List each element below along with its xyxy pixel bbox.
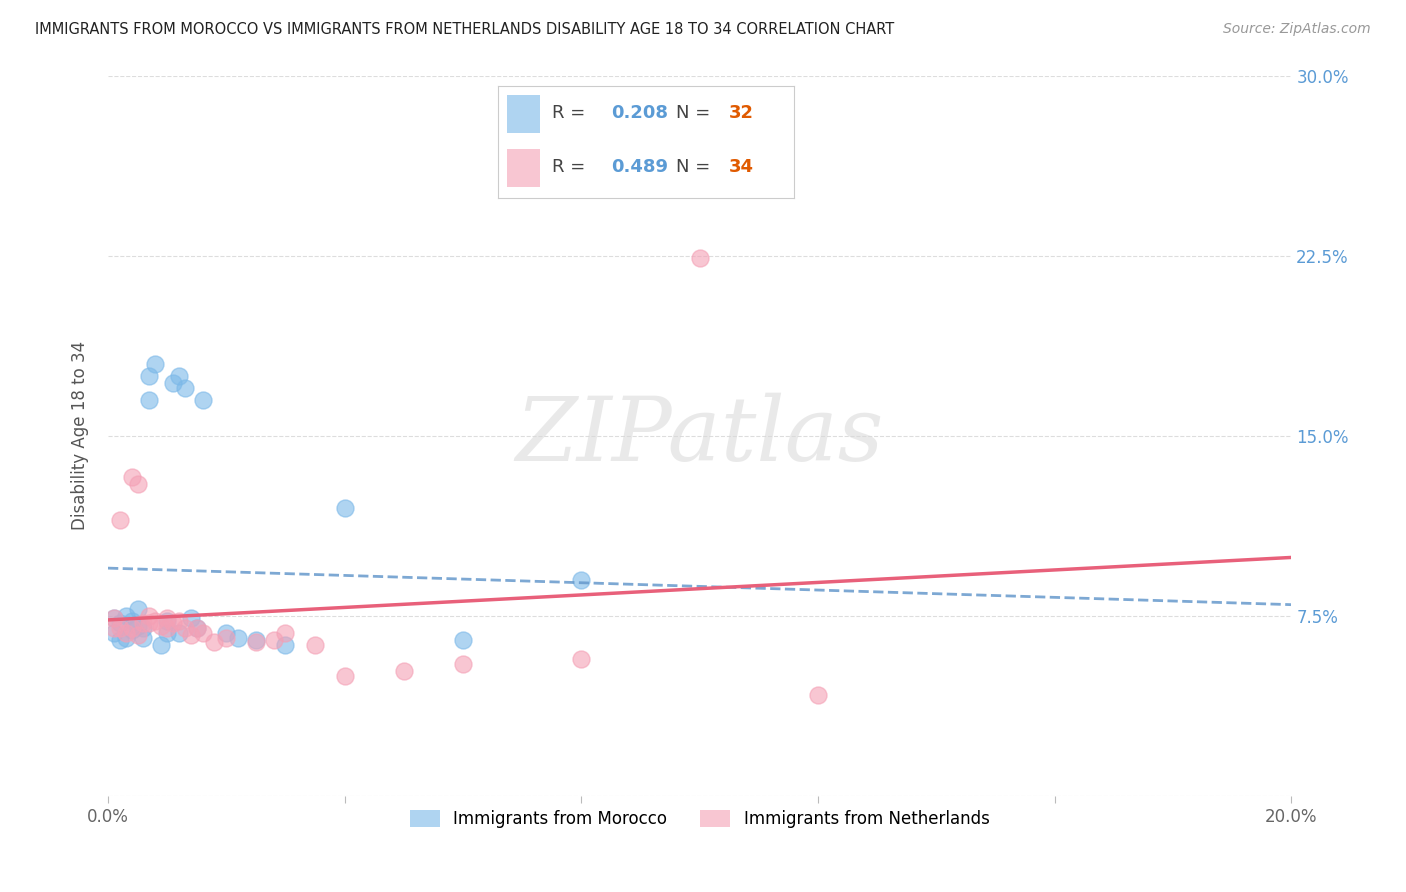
Point <box>180 628 202 642</box>
Legend: Immigrants from Morocco, Immigrants from Netherlands: Immigrants from Morocco, Immigrants from… <box>404 803 997 835</box>
Point <box>569 573 592 587</box>
Point <box>132 616 155 631</box>
Point <box>114 631 136 645</box>
Text: Source: ZipAtlas.com: Source: ZipAtlas.com <box>1223 22 1371 37</box>
Point <box>392 664 415 678</box>
Point <box>108 621 131 635</box>
Point <box>191 625 214 640</box>
Y-axis label: Disability Age 18 to 34: Disability Age 18 to 34 <box>72 342 89 531</box>
Point <box>245 632 267 647</box>
Point <box>127 618 149 632</box>
Point <box>180 611 202 625</box>
Point <box>167 368 190 383</box>
Text: IMMIGRANTS FROM MOROCCO VS IMMIGRANTS FROM NETHERLANDS DISABILITY AGE 18 TO 34 C: IMMIGRANTS FROM MOROCCO VS IMMIGRANTS FR… <box>35 22 894 37</box>
Point <box>226 631 249 645</box>
Point <box>451 632 474 647</box>
Point <box>167 614 190 628</box>
Point <box>103 621 125 635</box>
Point <box>121 614 143 628</box>
Point <box>156 611 179 625</box>
Point <box>156 614 179 628</box>
Point <box>121 621 143 635</box>
Point <box>138 368 160 383</box>
Point <box>108 632 131 647</box>
Text: ZIPatlas: ZIPatlas <box>516 392 884 479</box>
Point <box>156 625 179 640</box>
Point <box>186 621 208 635</box>
Point <box>127 601 149 615</box>
Point <box>138 609 160 624</box>
Point <box>167 625 190 640</box>
Point <box>215 625 238 640</box>
Point <box>304 638 326 652</box>
Point <box>108 513 131 527</box>
Point <box>108 616 131 631</box>
Point <box>132 621 155 635</box>
Point <box>156 621 179 635</box>
Point <box>143 614 166 628</box>
Point <box>162 376 184 390</box>
Point <box>121 469 143 483</box>
Point <box>103 611 125 625</box>
Point <box>174 621 197 635</box>
Point <box>274 638 297 652</box>
Point <box>274 625 297 640</box>
Point <box>186 621 208 635</box>
Point <box>204 635 226 649</box>
Point <box>162 616 184 631</box>
Point <box>103 611 125 625</box>
Point <box>143 357 166 371</box>
Point <box>333 669 356 683</box>
Point <box>138 392 160 407</box>
Point <box>245 635 267 649</box>
Point <box>127 628 149 642</box>
Point <box>138 616 160 631</box>
Point <box>150 638 173 652</box>
Point <box>215 631 238 645</box>
Point <box>191 392 214 407</box>
Point <box>114 625 136 640</box>
Point <box>569 652 592 666</box>
Point <box>132 631 155 645</box>
Point <box>121 624 143 638</box>
Point <box>263 632 285 647</box>
Point <box>127 476 149 491</box>
Point <box>333 500 356 515</box>
Point <box>451 657 474 671</box>
Point <box>689 251 711 265</box>
Point <box>807 688 830 702</box>
Point <box>114 609 136 624</box>
Point <box>150 618 173 632</box>
Point <box>174 381 197 395</box>
Point <box>103 625 125 640</box>
